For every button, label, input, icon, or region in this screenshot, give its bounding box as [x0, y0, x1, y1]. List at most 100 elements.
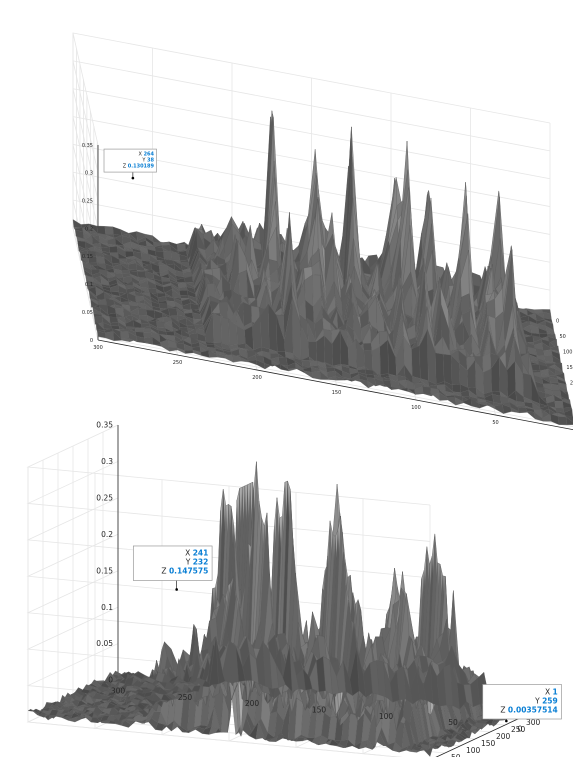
- surface-patch: [121, 270, 131, 275]
- datatip-key: Y: [185, 558, 193, 567]
- surface-patch: [212, 312, 222, 344]
- surface-patch: [128, 301, 138, 306]
- surface-patch: [243, 302, 252, 327]
- z-tick-label: 0.25: [96, 493, 113, 502]
- surface: [27, 461, 521, 757]
- z-tick-label: 0.2: [101, 530, 113, 539]
- surface-patch: [137, 271, 147, 279]
- datatip-key: Y: [141, 158, 147, 164]
- x-tick-label: 250: [173, 360, 183, 366]
- datatip-box: [132, 545, 213, 581]
- x-tick-label: 150: [312, 706, 327, 715]
- surface-patch: [176, 244, 186, 252]
- datatip-line: X 1: [545, 687, 558, 696]
- surface-patch: [411, 345, 421, 379]
- surface-patch: [566, 416, 573, 426]
- surface-patch: [184, 349, 194, 354]
- x-tick-label: 300: [111, 687, 126, 696]
- datatip-value: 0.147575: [169, 567, 208, 576]
- surface-patch: [96, 256, 106, 264]
- y-tick-label: 150: [481, 739, 496, 748]
- surface-patch: [175, 241, 186, 245]
- datatip-key: X: [545, 687, 553, 696]
- y-tick-label: 50: [451, 753, 461, 757]
- x-tick-label: 200: [252, 375, 262, 381]
- datatip-line: Y 232: [185, 558, 209, 567]
- surface-patch: [182, 271, 192, 278]
- datatip-value: 232: [193, 558, 209, 567]
- x-tick-label: 200: [245, 699, 260, 708]
- chart-top: 0 0.05 0.1 0.15 0.2 0.25 0.3 0.35 0 50 100 150 200 25…: [72, 32, 573, 431]
- datatip-key: X: [139, 152, 144, 158]
- datatip-box: [103, 148, 157, 173]
- surface-patch: [163, 250, 173, 261]
- z-tick-label: 0.15: [82, 254, 93, 260]
- datatip-value: 264: [144, 152, 155, 158]
- surface-patch: [309, 360, 319, 367]
- z-tick-label: 0.05: [82, 310, 93, 316]
- surface-patch: [522, 373, 532, 401]
- y-tick-label: 150: [566, 365, 573, 371]
- datatip-value: 0.130189: [128, 164, 155, 170]
- surface-patch: [104, 226, 114, 235]
- z-tick-label: 0.1: [101, 603, 113, 612]
- surface-patch: [518, 410, 528, 414]
- surface-patch: [152, 235, 162, 243]
- surface-patch: [142, 328, 152, 333]
- y-tick-label: 0: [556, 319, 559, 325]
- surface-patch: [238, 270, 248, 299]
- datatip-key: Z: [161, 567, 169, 576]
- datatip-key: Z: [123, 164, 128, 170]
- surface-patch: [565, 415, 573, 423]
- x-tick-label: 0: [518, 725, 523, 734]
- surface: [72, 110, 573, 426]
- x-tick-label: 50: [448, 718, 458, 727]
- y-gridline: [27, 467, 403, 757]
- datatip-key: Z: [500, 705, 508, 714]
- surface-patch: [451, 384, 461, 393]
- datatip-line: Z 0.00357514: [500, 705, 557, 714]
- surface-patch: [517, 407, 527, 412]
- x-tick-label: 100: [379, 712, 394, 721]
- surface-patch: [127, 263, 137, 271]
- x-tick-label: 300: [93, 345, 103, 351]
- y-tick-label: 250: [511, 725, 526, 734]
- x-tick-label: 100: [411, 405, 421, 411]
- y-axis-line: [435, 717, 521, 757]
- datatip-value: 38: [147, 158, 154, 164]
- z-tick-label: 0.15: [96, 566, 113, 575]
- datatip-value: 1: [553, 687, 558, 696]
- datatip-line: X 264: [139, 152, 155, 158]
- surface-patch: [371, 346, 381, 375]
- surface-patch: [134, 328, 144, 333]
- surface-patch: [435, 352, 445, 385]
- z-tick-label: 0.3: [101, 457, 113, 466]
- surface-patch: [220, 316, 230, 346]
- x-axis-line: [97, 339, 573, 431]
- z-tick-label: 0: [108, 676, 113, 685]
- z-tick-label: 0: [90, 338, 93, 344]
- datatip-value: 241: [193, 549, 209, 558]
- z-tick-label: 0.25: [82, 198, 93, 204]
- y-tick-label: 200: [496, 732, 511, 741]
- z-tick-label: 0.05: [96, 639, 113, 648]
- datatip-line: Y 38: [141, 158, 154, 164]
- datatip-value: 0.00357514: [508, 705, 558, 714]
- y-tick-label: 100: [563, 350, 573, 356]
- surface-patch: [363, 343, 372, 352]
- datatip-key: X: [185, 549, 193, 558]
- datatip-key: Y: [534, 696, 542, 705]
- surface-patch: [531, 364, 541, 371]
- y-tick-label: 300: [526, 718, 541, 727]
- surface-patch: [168, 307, 178, 317]
- y-tick-label: 50: [559, 334, 565, 340]
- y-tick-label: 200: [570, 381, 573, 387]
- y-tick-label: 100: [466, 746, 481, 755]
- z-tick-label: 0.2: [85, 226, 93, 232]
- datatip-box: [482, 684, 562, 720]
- ticks: 0 0.05 0.1 0.15 0.2 0.25 0.3 0.35 0 50 100 150 200 25…: [82, 143, 573, 426]
- x-tick-label: 50: [492, 420, 498, 426]
